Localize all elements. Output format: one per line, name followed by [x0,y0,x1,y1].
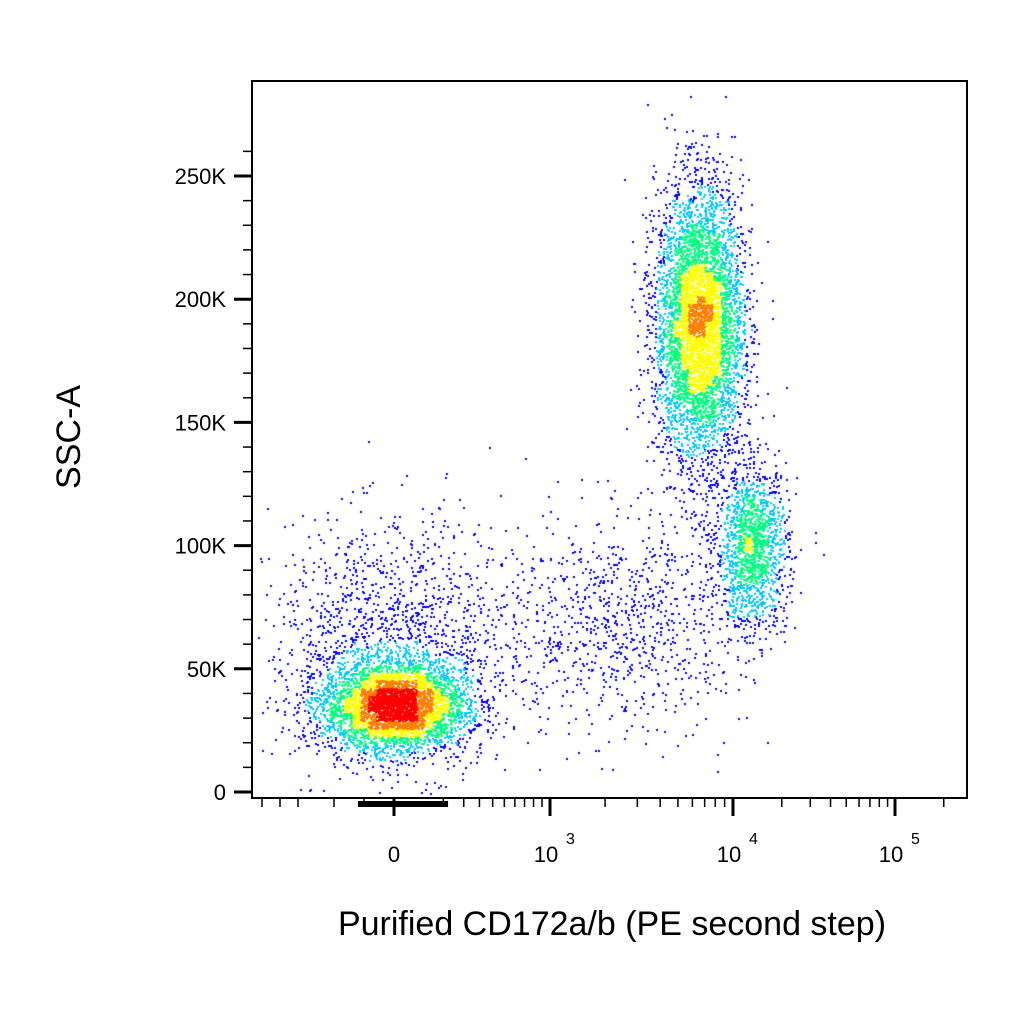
x-tick-label: 10 3 [534,831,575,867]
x-tick-label-exponent: 3 [566,831,575,848]
x-tick-label-base: 10 [717,842,741,867]
x-tick-label-base: 10 [534,842,558,867]
plot-frame [251,80,968,799]
x-tick-label-exponent: 4 [749,831,758,848]
y-tick-label: 150K [175,410,227,435]
y-tick-label: 200K [175,287,227,312]
x-tick-label-base: 10 [879,842,903,867]
x-axis-title: Purified CD172a/b (PE second step) [338,905,886,943]
x-axis: 0 10 3 10 4 10 5 [261,798,945,867]
x-tick-label: 10 5 [879,831,920,867]
y-axis: 0 50K 100K 150K 200K 250K [175,150,252,805]
x-tick-label: 0 [388,842,400,867]
y-axis-title: SSC-A [50,385,88,489]
x-tick-label-exponent: 5 [911,831,920,848]
y-tick-label: 0 [214,780,226,805]
y-tick-label: 250K [175,164,227,189]
y-tick-label: 50K [187,657,226,682]
y-tick-label: 100K [175,534,227,559]
x-tick-label: 10 4 [717,831,758,867]
